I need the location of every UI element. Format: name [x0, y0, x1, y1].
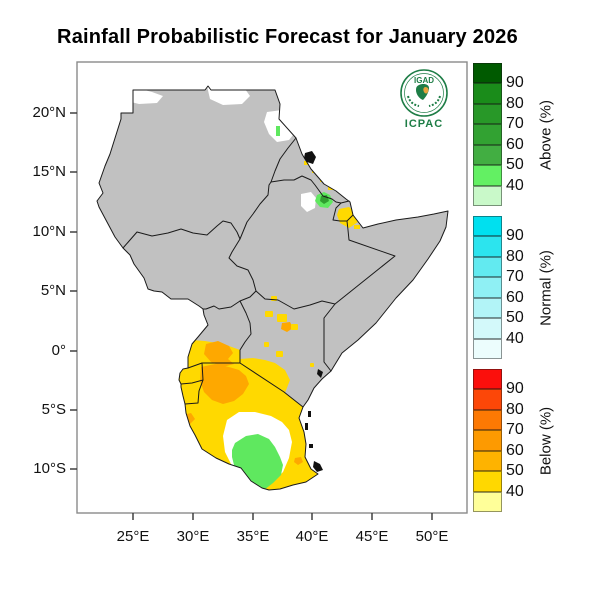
logo-center-text: ICPAC — [404, 118, 444, 130]
legend-color-segment — [473, 236, 502, 257]
y-axis-tick-label: 0° — [51, 342, 66, 359]
legend-color-segment — [473, 369, 502, 390]
x-axis-tick-label: 45°E — [355, 528, 389, 545]
legend-threshold-label: 90 — [506, 380, 524, 398]
legend-color-segment — [473, 83, 502, 104]
legend-bar-above — [473, 63, 502, 206]
legend-color-segment — [473, 430, 502, 451]
y-axis-tick-label: 10°N — [32, 223, 66, 240]
x-axis-tick-label: 50°E — [415, 528, 449, 545]
legend-color-segment — [473, 297, 502, 319]
y-axis-tick-label: 20°N — [32, 104, 66, 121]
igad-icpac-logo: IGAD ICPAC — [392, 68, 456, 132]
legend-color-segment — [473, 277, 502, 298]
legend-threshold-label: 80 — [506, 94, 524, 112]
legend-bar-below — [473, 369, 502, 512]
legend-threshold-label: 70 — [506, 268, 524, 286]
legend-color-segment — [473, 450, 502, 472]
legend-threshold-label: 50 — [506, 156, 524, 174]
legend-color-segment — [473, 338, 502, 359]
axis-ticks — [70, 112, 433, 520]
x-axis-tick-label: 35°E — [236, 528, 270, 545]
legend-title-above: Above (%) — [537, 99, 555, 170]
below-normal-orange-blobs — [183, 322, 303, 465]
laurel-left — [407, 95, 420, 107]
igad-region-highlight — [423, 87, 429, 94]
legend-threshold-label: 50 — [506, 462, 524, 480]
y-axis-tick-label: 5°S — [41, 401, 66, 418]
legend-threshold-label: 40 — [506, 482, 524, 500]
legend-threshold-label: 60 — [506, 441, 524, 459]
legend-bar-normal — [473, 216, 502, 359]
legend-threshold-label: 80 — [506, 247, 524, 265]
legend-color-segment — [473, 389, 502, 410]
legend-color-segment — [473, 491, 502, 512]
legend-threshold-label: 80 — [506, 400, 524, 418]
legend-threshold-label: 70 — [506, 115, 524, 133]
legend-color-segment — [473, 256, 502, 278]
country-borders — [96, 85, 449, 491]
y-axis-tick-label: 15°N — [32, 163, 66, 180]
legend-threshold-label: 60 — [506, 288, 524, 306]
plot-frame — [76, 61, 468, 514]
legend-threshold-label: 90 — [506, 74, 524, 92]
legend-title-below: Below (%) — [537, 406, 555, 475]
figure-title: Rainfall Probabilistic Forecast for Janu… — [57, 26, 518, 48]
legend-threshold-label: 40 — [506, 329, 524, 347]
legend-color-segment — [473, 471, 502, 492]
legend-threshold-label: 40 — [506, 176, 524, 194]
legend-threshold-label: 60 — [506, 135, 524, 153]
legend-color-segment — [473, 216, 502, 237]
laurel-right — [428, 95, 441, 107]
islands-coastal-detail — [304, 151, 323, 472]
legend-color-segment — [473, 63, 502, 84]
legend-color-segment — [473, 409, 502, 431]
y-axis-tick-label: 5°N — [40, 282, 66, 299]
legend-color-segment — [473, 103, 502, 125]
legend-color-segment — [473, 185, 502, 206]
legend-color-segment — [473, 144, 502, 166]
below-normal-kenya-specks — [264, 296, 314, 367]
legend-color-segment — [473, 165, 502, 186]
legend-title-normal: Normal (%) — [537, 249, 555, 326]
x-axis-tick-label: 30°E — [176, 528, 210, 545]
x-axis-tick-label: 25°E — [116, 528, 150, 545]
legend-threshold-label: 50 — [506, 309, 524, 327]
igad-emblem: IGAD — [400, 69, 448, 117]
legend-threshold-label: 70 — [506, 421, 524, 439]
y-axis-tick-label: 10°S — [33, 460, 66, 477]
legend-color-segment — [473, 318, 502, 339]
legend-threshold-label: 90 — [506, 227, 524, 245]
legend-color-segment — [473, 124, 502, 145]
x-axis-tick-label: 40°E — [295, 528, 329, 545]
logo-org-text: IGAD — [414, 76, 434, 85]
